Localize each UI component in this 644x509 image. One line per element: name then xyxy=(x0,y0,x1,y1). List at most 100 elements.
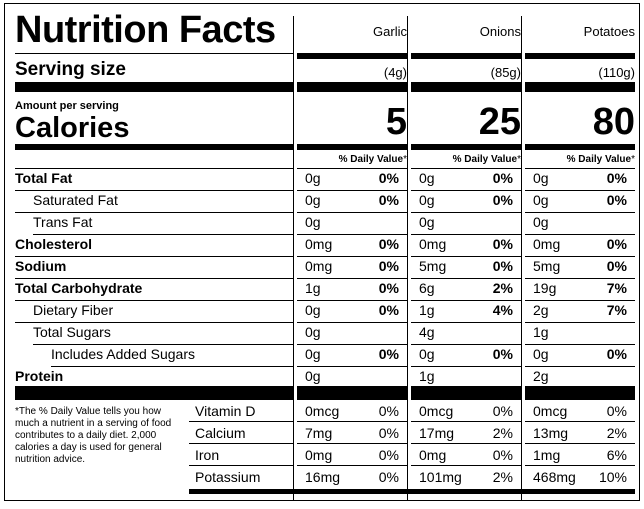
nutrient-label: Total Carbohydrate xyxy=(15,280,143,296)
column-vitamin-rule xyxy=(411,421,521,422)
nutrient-label: Dietary Fiber xyxy=(33,302,114,318)
nutrient-label: Saturated Fat xyxy=(33,192,118,208)
nutrient-amount: 0g xyxy=(419,192,435,208)
nutrient-amount: 0g xyxy=(533,346,549,362)
column-vitamin-rule xyxy=(525,465,635,466)
food-name: Potatoes xyxy=(583,24,635,39)
vitamin-daily-value: 6% xyxy=(606,447,627,463)
column-vitamin-rule xyxy=(411,443,521,444)
column-row-rule xyxy=(411,366,521,367)
column-row-rule xyxy=(411,300,521,301)
nutrient-amount: 2g xyxy=(533,368,549,384)
nutrient-daily-value: 0% xyxy=(606,170,627,186)
column-row-rule xyxy=(411,190,521,191)
column-rule-protein xyxy=(297,386,407,400)
column-row-rule xyxy=(297,190,407,191)
nutrient-amount: 0g xyxy=(305,214,321,230)
serving-size-label: Serving size xyxy=(15,59,126,80)
column-rule-calories xyxy=(411,144,521,150)
column-row-rule xyxy=(297,300,407,301)
vitamin-amount: 0mg xyxy=(305,447,333,463)
vitamin-daily-value: 0% xyxy=(606,403,627,419)
column-vitamin-rule xyxy=(297,421,407,422)
nutrient-label: Protein xyxy=(15,368,64,384)
nutrient-amount: 19g xyxy=(533,280,557,296)
nutrient-label: Total Fat xyxy=(15,170,73,186)
nutrient-daily-value: 0% xyxy=(606,346,627,362)
nutrient-amount: 0mg xyxy=(419,236,447,252)
vitamin-label: Vitamin D xyxy=(195,403,256,419)
nutrient-daily-value: 7% xyxy=(606,302,627,318)
serving-amount: (4g) xyxy=(383,65,407,80)
food-name: Garlic xyxy=(373,24,407,39)
vitamin-daily-value: 0% xyxy=(378,425,399,441)
vitamin-label: Potassium xyxy=(195,469,261,485)
column-vitamin-rule xyxy=(525,443,635,444)
column-rule-calories xyxy=(297,144,407,150)
vitamin-amount: 0mcg xyxy=(533,403,568,419)
nutrient-daily-value: 7% xyxy=(606,280,627,296)
column-row-rule xyxy=(297,212,407,213)
column-row-rule xyxy=(297,322,407,323)
column-vitamin-rule xyxy=(297,465,407,466)
serving-amount: (85g) xyxy=(490,65,521,80)
amount-per-serving-label: Amount per serving xyxy=(15,100,119,112)
vitamin-daily-value: 0% xyxy=(492,403,513,419)
rule-under-title xyxy=(15,53,293,54)
vitamin-daily-value: 10% xyxy=(598,469,627,485)
label-title: Nutrition Facts xyxy=(15,9,276,51)
column-row-rule xyxy=(411,256,521,257)
column-row-rule xyxy=(297,234,407,235)
vitamin-label: Iron xyxy=(195,447,220,463)
vitamin-daily-value: 0% xyxy=(492,447,513,463)
column-row-rule xyxy=(297,256,407,257)
vitamin-amount: 101mg xyxy=(419,469,462,485)
vitamin-row-rule xyxy=(189,421,293,422)
nutrient-label: Includes Added Sugars xyxy=(51,346,195,362)
column-rule-serving xyxy=(411,82,521,92)
nutrient-row-rule xyxy=(15,300,293,301)
nutrient-daily-value: 0% xyxy=(606,258,627,274)
nutrient-amount: 0g xyxy=(305,346,321,362)
nutrition-facts-label: Nutrition Facts Serving size Amount per … xyxy=(4,3,640,501)
column-rule-title xyxy=(525,53,635,59)
daily-value-asterisk: * xyxy=(403,154,407,165)
nutrient-row-rule xyxy=(33,234,293,235)
daily-value-footnote: *The % Daily Value tells you how much a … xyxy=(15,406,172,465)
nutrient-amount: 0g xyxy=(533,192,549,208)
vitamin-daily-value: 0% xyxy=(378,447,399,463)
vitamin-daily-value: 2% xyxy=(492,469,513,485)
column-row-rule xyxy=(525,344,635,345)
nutrient-label: Total Sugars xyxy=(33,324,111,340)
vitamin-amount: 16mg xyxy=(305,469,341,485)
vitamin-amount: 1mg xyxy=(533,447,561,463)
nutrient-amount: 0mg xyxy=(533,236,561,252)
nutrient-daily-value: 0% xyxy=(492,170,513,186)
nutrient-amount: 0g xyxy=(305,302,321,318)
serving-amount: (110g) xyxy=(598,65,635,80)
medium-rule-calories xyxy=(15,144,293,150)
vitamin-daily-value: 0% xyxy=(378,469,399,485)
calories-label: Calories xyxy=(15,112,130,144)
column-row-rule xyxy=(297,366,407,367)
nutrient-daily-value: 0% xyxy=(606,236,627,252)
column-row-rule xyxy=(297,344,407,345)
daily-value-header-text: % Daily Value xyxy=(566,154,632,165)
vitamin-row-rule xyxy=(189,465,293,466)
nutrient-row-rule xyxy=(51,366,293,367)
nutrient-label: Sodium xyxy=(15,258,67,274)
column-row-rule xyxy=(525,256,635,257)
nutrient-daily-value: 0% xyxy=(492,346,513,362)
nutrient-amount: 5mg xyxy=(419,258,447,274)
nutrient-row-rule xyxy=(15,278,293,279)
daily-value-header-text: % Daily Value xyxy=(338,154,404,165)
nutrient-amount: 0g xyxy=(305,170,321,186)
column-rule-dv xyxy=(297,168,407,169)
nutrient-daily-value: 0% xyxy=(492,236,513,252)
column-rule-dv xyxy=(411,168,521,169)
nutrient-amount: 1g xyxy=(533,324,549,340)
daily-value-header: % Daily Value* xyxy=(297,154,407,166)
nutrient-daily-value: 0% xyxy=(378,170,399,186)
column-rule-title xyxy=(411,53,521,59)
nutrient-amount: 0g xyxy=(305,368,321,384)
